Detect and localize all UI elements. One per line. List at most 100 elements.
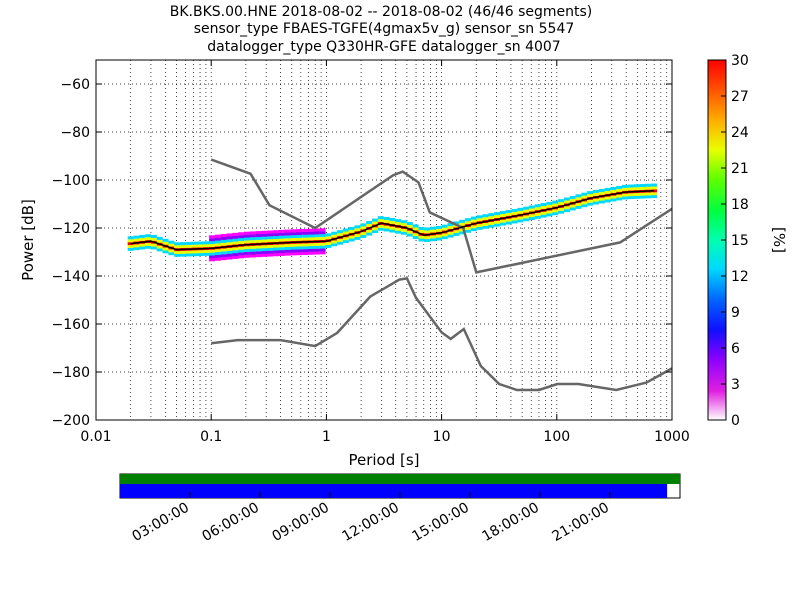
- density-cell: [261, 253, 268, 257]
- density-cell: [255, 233, 262, 237]
- density-cell: [499, 213, 506, 217]
- density-cell: [313, 245, 320, 249]
- density-cell: [232, 235, 239, 239]
- density-cell: [622, 196, 629, 200]
- density-cell: [267, 233, 274, 237]
- density-cell: [575, 205, 582, 209]
- x-tick-label: 0.01: [80, 429, 111, 445]
- density-cell: [639, 195, 646, 199]
- colorbar-tick-label: 3: [731, 377, 740, 393]
- density-cell: [366, 229, 373, 233]
- density-cell: [470, 216, 477, 220]
- density-cell: [488, 224, 495, 228]
- density-cell: [412, 233, 419, 237]
- density-cell: [220, 251, 227, 255]
- density-cell: [284, 235, 291, 239]
- time-tick-label: 09:00:00: [270, 500, 332, 545]
- density-cell: [174, 250, 181, 254]
- density-cell: [249, 237, 256, 241]
- density-cell: [459, 219, 466, 223]
- density-cell: [232, 232, 239, 236]
- density-cell: [290, 229, 297, 233]
- density-cell: [145, 245, 152, 249]
- density-cell: [360, 234, 367, 238]
- density-cell: [401, 223, 408, 227]
- density-cell: [523, 206, 530, 210]
- density-cell: [558, 210, 565, 214]
- colorbar-tick-label: 30: [731, 53, 749, 69]
- density-cell: [371, 230, 378, 234]
- density-cell: [319, 251, 326, 255]
- density-cell: [604, 199, 611, 203]
- density-cell: [174, 253, 181, 257]
- y-tick-label: −120: [52, 221, 90, 237]
- density-cell: [598, 191, 605, 195]
- density-cell: [447, 223, 454, 227]
- density-cell: [511, 211, 518, 215]
- density-cell: [278, 232, 285, 236]
- density-cell: [470, 225, 477, 229]
- density-cell: [424, 236, 431, 240]
- density-cell: [348, 235, 355, 239]
- density-cell: [133, 247, 140, 251]
- density-cell: [307, 245, 314, 249]
- density-cell: [581, 201, 588, 205]
- density-cell: [238, 238, 245, 242]
- density-cell: [267, 247, 274, 251]
- density-cell: [168, 249, 175, 253]
- density-cell: [209, 249, 216, 253]
- density-cell: [447, 234, 454, 238]
- density-cell: [226, 233, 233, 237]
- density-cell: [267, 253, 274, 257]
- density-cell: [261, 233, 268, 237]
- density-cell: [546, 213, 553, 217]
- density-cell: [401, 231, 408, 235]
- density-cell: [598, 188, 605, 192]
- density-cell: [598, 197, 605, 201]
- density-cell: [302, 251, 309, 255]
- density-cell: [401, 228, 408, 232]
- density-cell: [494, 223, 501, 227]
- density-cell: [639, 186, 646, 190]
- density-cell: [244, 251, 251, 255]
- time-axis-ticks: 03:00:00 06:00:00 09:00:00 12:00:00 15:00:00…: [130, 492, 612, 545]
- density-cell: [470, 219, 477, 223]
- density-cell: [319, 248, 326, 252]
- density-cell: [273, 238, 280, 242]
- density-cell: [296, 229, 303, 233]
- density-cell: [139, 237, 146, 241]
- density-cell: [180, 242, 187, 246]
- density-cell: [476, 223, 483, 227]
- density-cell: [133, 235, 140, 239]
- density-cell: [563, 200, 570, 204]
- time-tick-label: 06:00:00: [200, 500, 262, 545]
- density-cell: [482, 225, 489, 229]
- density-cell: [278, 238, 285, 242]
- density-cell: [273, 235, 280, 239]
- density-cell: [214, 237, 221, 241]
- density-cell: [505, 221, 512, 225]
- density-cell: [214, 240, 221, 244]
- density-cell: [435, 237, 442, 241]
- x-tick-label: 100: [543, 429, 570, 445]
- density-cell: [395, 221, 402, 225]
- density-cell: [395, 230, 402, 234]
- density-cell: [610, 186, 617, 190]
- density-cell: [639, 184, 646, 188]
- density-cell: [604, 187, 611, 191]
- density-cell: [307, 243, 314, 247]
- density-cell: [313, 228, 320, 232]
- x-tick-label: 1000: [654, 429, 690, 445]
- density-cell: [238, 252, 245, 256]
- density-cell: [592, 192, 599, 196]
- colorbar-tick-label: 12: [731, 269, 749, 285]
- time-tick-label: 15:00:00: [410, 500, 472, 545]
- density-cell: [488, 213, 495, 217]
- density-cell: [371, 221, 378, 225]
- density-cell: [366, 220, 373, 224]
- density-cell: [278, 235, 285, 239]
- density-cell: [261, 248, 268, 252]
- density-cell: [476, 218, 483, 222]
- density-cell: [337, 241, 344, 245]
- density-cell: [430, 226, 437, 230]
